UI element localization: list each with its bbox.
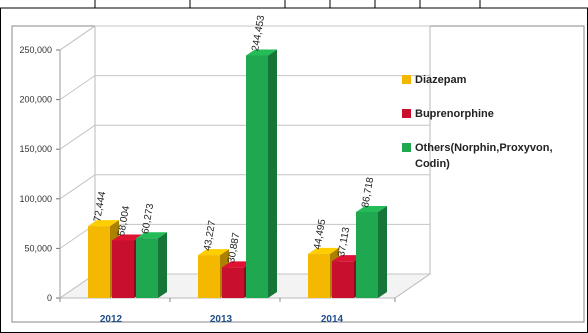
legend-swatch bbox=[402, 143, 411, 152]
legend-item: Diazepam bbox=[402, 74, 467, 86]
bar-front bbox=[222, 267, 244, 298]
bar-others-2014 bbox=[356, 205, 387, 298]
legend-item: Others(Norphin,Proxyvon, Codin) bbox=[402, 142, 553, 170]
bar-front bbox=[198, 255, 220, 298]
y-tick-label: 150,000 bbox=[19, 144, 52, 154]
bar-top bbox=[112, 234, 143, 241]
bar-front bbox=[88, 226, 110, 298]
bar-top bbox=[88, 220, 119, 227]
data-label: 37,113 bbox=[336, 226, 352, 258]
y-tick-label: 200,000 bbox=[19, 95, 52, 105]
legend-label: Others(Norphin,Proxyvon, bbox=[415, 142, 553, 154]
bar-top bbox=[332, 255, 363, 262]
y-tick-label: 250,000 bbox=[19, 45, 52, 55]
data-label: 44,495 bbox=[312, 218, 328, 250]
legend-item: Buprenorphine bbox=[402, 108, 494, 120]
bar-top bbox=[222, 261, 253, 268]
bar-front bbox=[246, 55, 268, 298]
category-label: 2013 bbox=[210, 314, 233, 325]
bar-top bbox=[356, 205, 387, 212]
gridline-side bbox=[59, 75, 96, 101]
bar-top bbox=[246, 49, 277, 56]
bar-front bbox=[308, 253, 330, 298]
bar-others-2012 bbox=[136, 232, 167, 298]
legend-label: Codin) bbox=[415, 158, 450, 170]
data-label: 60,273 bbox=[140, 202, 156, 234]
bar-top bbox=[136, 232, 167, 239]
category-label: 2014 bbox=[321, 314, 344, 325]
data-label: 58,004 bbox=[116, 205, 132, 237]
legend-swatch bbox=[402, 75, 411, 84]
gridline-side bbox=[59, 124, 96, 150]
legend-label: Diazepam bbox=[415, 74, 467, 86]
y-tick-label: 50,000 bbox=[24, 243, 52, 253]
bar-side bbox=[158, 232, 167, 298]
bar-front bbox=[136, 238, 158, 298]
y-tick-label: 100,000 bbox=[19, 194, 52, 204]
data-label: 86,718 bbox=[360, 176, 376, 208]
legend-swatch bbox=[402, 109, 411, 118]
header-strip bbox=[0, 0, 588, 8]
bar-top bbox=[198, 249, 229, 256]
bar-front bbox=[356, 211, 378, 298]
legend-label: Buprenorphine bbox=[415, 108, 494, 120]
bar-side bbox=[268, 49, 277, 298]
data-label: 72,444 bbox=[92, 190, 108, 222]
data-label: 43,227 bbox=[202, 219, 218, 251]
gridline-side bbox=[59, 174, 96, 200]
bar-front bbox=[332, 261, 354, 298]
y-tick-label: 0 bbox=[47, 293, 52, 303]
bar-others-2013 bbox=[246, 49, 277, 298]
category-label: 2012 bbox=[100, 314, 123, 325]
data-label: 30,887 bbox=[226, 231, 242, 263]
bar-front bbox=[112, 240, 134, 298]
bar-top bbox=[308, 247, 339, 254]
bar-side bbox=[378, 205, 387, 298]
gridline-side bbox=[59, 25, 96, 51]
